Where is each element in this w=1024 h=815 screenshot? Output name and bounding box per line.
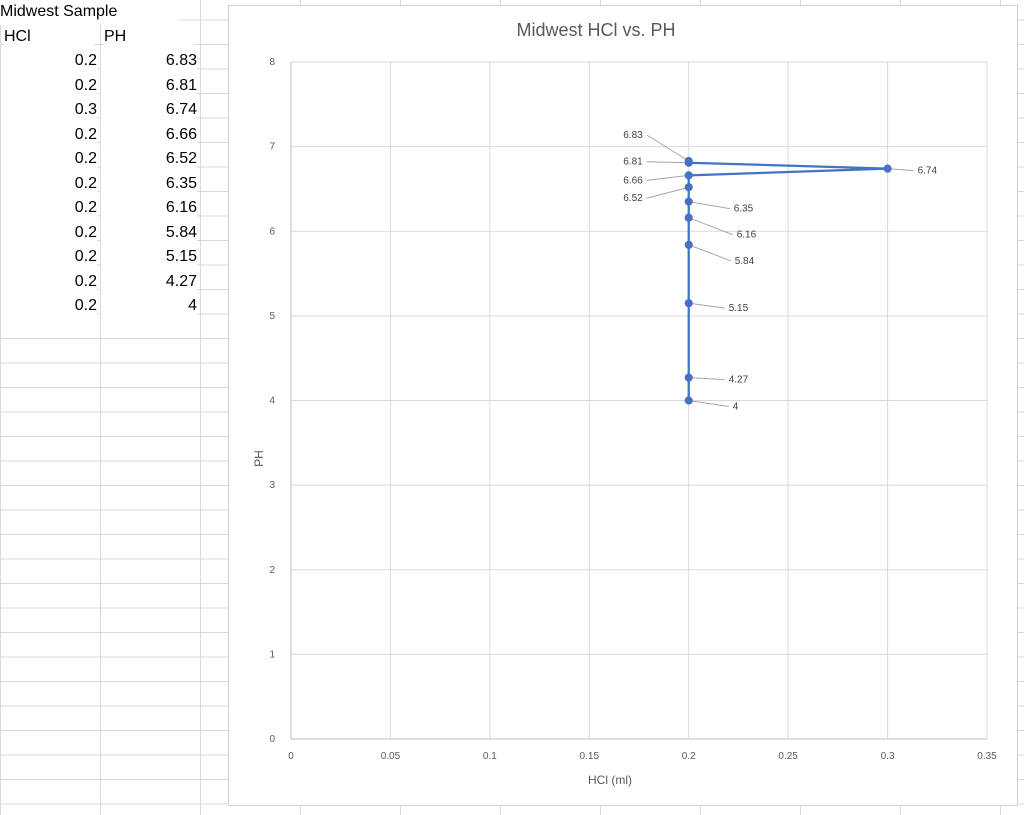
cell-hcl[interactable]: 0.2 [1,294,97,319]
data-label-leader [646,161,689,164]
x-tick-label: 0.15 [580,751,600,762]
cell-ph[interactable]: 6.74 [101,98,197,123]
cell-hcl[interactable]: 0.2 [1,196,97,221]
column-header-hcl[interactable]: HCl [4,24,94,49]
y-tick-label: 6 [269,226,275,237]
cell-ph[interactable]: 4.27 [101,269,197,294]
data-label: 6.52 [623,193,643,204]
data-label-leader [688,217,733,236]
cell-ph[interactable]: 5.84 [101,220,197,245]
cell-hcl[interactable]: 0.2 [1,220,97,245]
data-point [684,299,693,308]
cell-ph[interactable]: 5.15 [101,245,197,270]
cell-hcl[interactable]: 0.3 [1,98,97,123]
y-tick-label: 5 [269,311,275,322]
chart-title: Midwest HCl vs. PH [516,20,675,40]
y-tick-label: 2 [269,565,275,576]
cell-ph[interactable]: 4 [101,294,197,319]
data-label-leader [688,377,725,381]
data-label-leader [646,174,689,181]
x-tick-label: 0.05 [381,751,401,762]
cell-hcl[interactable]: 0.2 [1,269,97,294]
data-point [684,373,693,382]
x-tick-label: 0.2 [682,751,696,762]
y-tick-label: 1 [269,649,275,660]
data-label: 6.74 [918,166,938,177]
x-axis-title: HCl (ml) [588,773,632,787]
data-label: 5.84 [735,256,755,267]
cell-hcl[interactable]: 0.2 [1,122,97,147]
cell-hcl[interactable]: 0.2 [1,147,97,172]
data-point [684,396,693,405]
data-label-leader [688,244,731,262]
data-label-leader [688,400,729,407]
cell-hcl[interactable]: 0.2 [1,171,97,196]
y-tick-label: 7 [269,142,275,153]
data-label: 6.16 [737,230,757,241]
data-label: 6.83 [623,130,643,141]
cell-hcl[interactable]: 0.2 [1,245,97,270]
data-label-leader [646,134,689,162]
data-label: 4.27 [729,375,749,386]
cell-ph[interactable]: 6.83 [101,49,197,74]
cell-hcl[interactable]: 0.2 [1,73,97,98]
x-tick-label: 0.3 [881,751,895,762]
data-label-leader [688,201,730,210]
data-label: 5.15 [729,303,749,314]
data-label-leader [887,168,914,172]
data-label: 6.81 [623,157,643,168]
data-point [684,183,693,192]
x-tick-label: 0 [288,751,294,762]
chart-svg: 0 1 2 3 4 5 6 7 8 0 0.05 0.1 0.15 0.2 0.25 0.3 0.35 Midwe… [252,20,997,787]
x-tick-label: 0.1 [483,751,497,762]
cell-ph[interactable]: 6.52 [101,147,197,172]
y-tick-label: 4 [269,396,275,407]
data-point [883,164,892,173]
y-axis-title: PH [252,450,266,467]
x-tick-label: 0.25 [778,751,798,762]
cell-hcl[interactable]: 0.2 [1,49,97,74]
cell-ph[interactable]: 6.66 [101,122,197,147]
data-label-leader [646,186,689,199]
data-point [684,171,693,180]
data-point [684,240,693,249]
cell-ph[interactable]: 6.81 [101,73,197,98]
data-point [684,213,693,222]
data-label: 6.35 [734,204,754,215]
column-header-ph[interactable]: PH [104,24,194,49]
y-tick-label: 0 [269,734,275,745]
data-label-leader [688,302,725,309]
x-tick-label: 0.35 [977,751,997,762]
data-point [684,197,693,206]
cell-ph[interactable]: 6.35 [101,171,197,196]
data-label: 6.66 [623,175,643,186]
y-tick-label: 3 [269,480,275,491]
cell-ph[interactable]: 6.16 [101,196,197,221]
chart[interactable]: 0 1 2 3 4 5 6 7 8 0 0.05 0.1 0.15 0.2 0.25 0.3 0.35 Midwe… [228,5,1018,806]
data-point [684,158,693,167]
sheet-title[interactable]: Midwest Sample [0,0,180,25]
data-label: 4 [733,402,739,413]
y-tick-label: 8 [269,57,275,68]
